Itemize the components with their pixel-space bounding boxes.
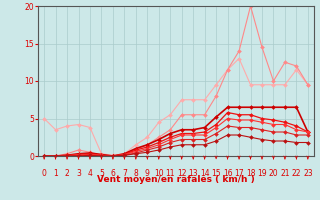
Text: 10: 10 — [154, 170, 164, 179]
Text: 19: 19 — [257, 170, 267, 179]
Text: 23: 23 — [303, 170, 313, 179]
Text: 21: 21 — [280, 170, 290, 179]
Text: 8: 8 — [133, 170, 138, 179]
Text: 17: 17 — [234, 170, 244, 179]
Text: 16: 16 — [223, 170, 232, 179]
X-axis label: Vent moyen/en rafales ( km/h ): Vent moyen/en rafales ( km/h ) — [97, 175, 255, 184]
Text: 9: 9 — [145, 170, 150, 179]
Text: 7: 7 — [122, 170, 127, 179]
Text: 15: 15 — [211, 170, 221, 179]
Text: 13: 13 — [188, 170, 198, 179]
Text: 22: 22 — [292, 170, 301, 179]
Text: 14: 14 — [200, 170, 210, 179]
Text: 2: 2 — [65, 170, 69, 179]
Text: 6: 6 — [110, 170, 116, 179]
Text: 20: 20 — [269, 170, 278, 179]
Text: 1: 1 — [53, 170, 58, 179]
Text: 0: 0 — [42, 170, 47, 179]
Text: 4: 4 — [88, 170, 92, 179]
Text: 12: 12 — [177, 170, 187, 179]
Text: 5: 5 — [99, 170, 104, 179]
Text: 3: 3 — [76, 170, 81, 179]
Text: 18: 18 — [246, 170, 255, 179]
Text: 11: 11 — [165, 170, 175, 179]
